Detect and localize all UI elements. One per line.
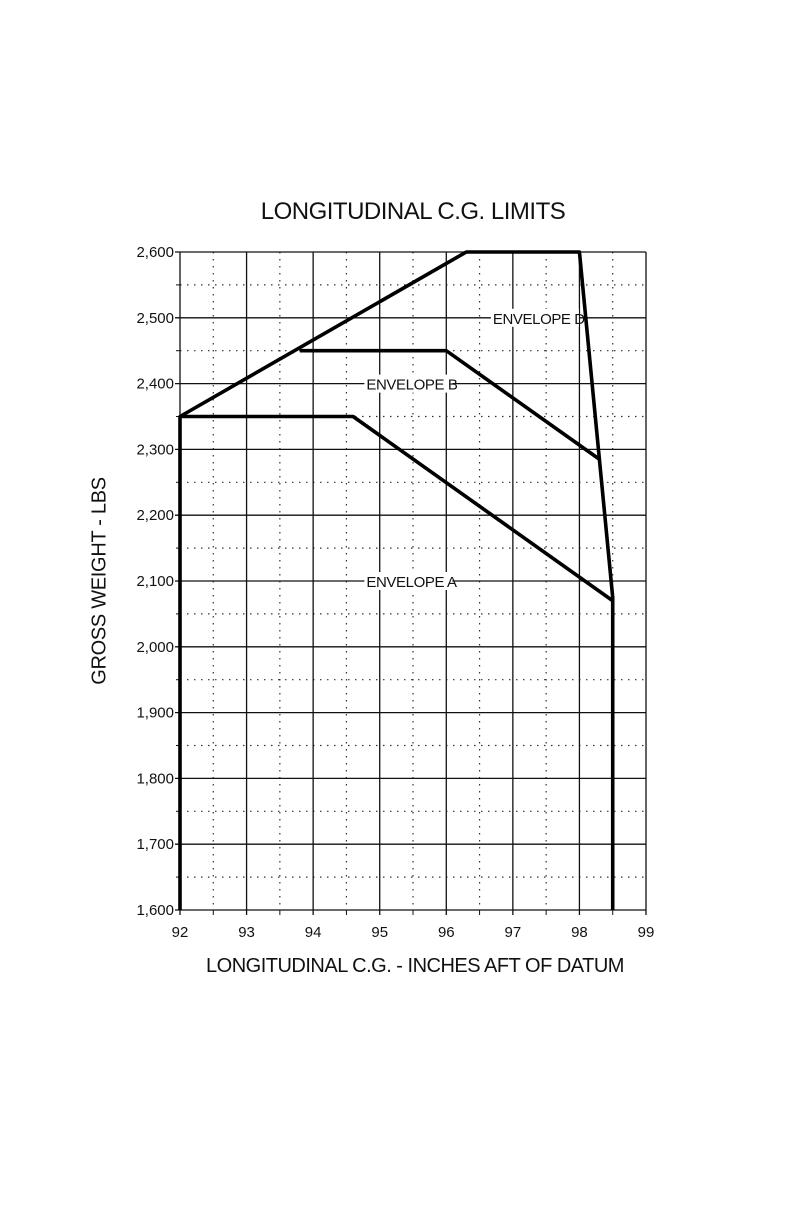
- x-tick-label: 96: [438, 924, 455, 941]
- chart-title: LONGITUDINAL C.G. LIMITS: [260, 198, 566, 225]
- y-tick-label: 2,100: [136, 573, 174, 590]
- x-tick-label: 97: [505, 924, 522, 941]
- x-tick-label: 94: [305, 924, 322, 941]
- x-tick-label: 93: [238, 924, 255, 941]
- envelope-line-d: [178, 250, 615, 910]
- x-tick-label: 95: [371, 924, 388, 941]
- envelope-label: ENVELOPE B: [366, 377, 457, 394]
- y-tick-label: 2,200: [136, 507, 174, 524]
- envelope-label: ENVELOPE A: [366, 574, 457, 591]
- y-tick-label: 2,500: [136, 310, 174, 327]
- envelope-line-a: [180, 414, 614, 603]
- x-tick-label: 98: [571, 924, 588, 941]
- y-tick-label: 2,000: [136, 639, 174, 656]
- envelope-line-b: [299, 348, 601, 461]
- x-tick-label: 92: [172, 924, 189, 941]
- label-background: [364, 374, 453, 393]
- y-tick-label: 1,900: [136, 705, 174, 722]
- x-tick-label: 99: [638, 924, 655, 941]
- y-tick-label: 2,400: [136, 376, 174, 393]
- x-axis-label: LONGITUDINAL C.G. - INCHES AFT OF DATUM: [206, 955, 624, 977]
- y-tick-label: 2,300: [136, 441, 174, 458]
- label-background: [364, 572, 453, 590]
- label-background: [490, 308, 579, 327]
- y-tick-label: 1,600: [136, 902, 174, 919]
- y-tick-label: 1,700: [136, 836, 174, 853]
- envelope-label: ENVELOPE D: [493, 311, 585, 328]
- y-tick-label: 2,600: [136, 244, 174, 261]
- y-tick-label: 1,800: [136, 770, 174, 787]
